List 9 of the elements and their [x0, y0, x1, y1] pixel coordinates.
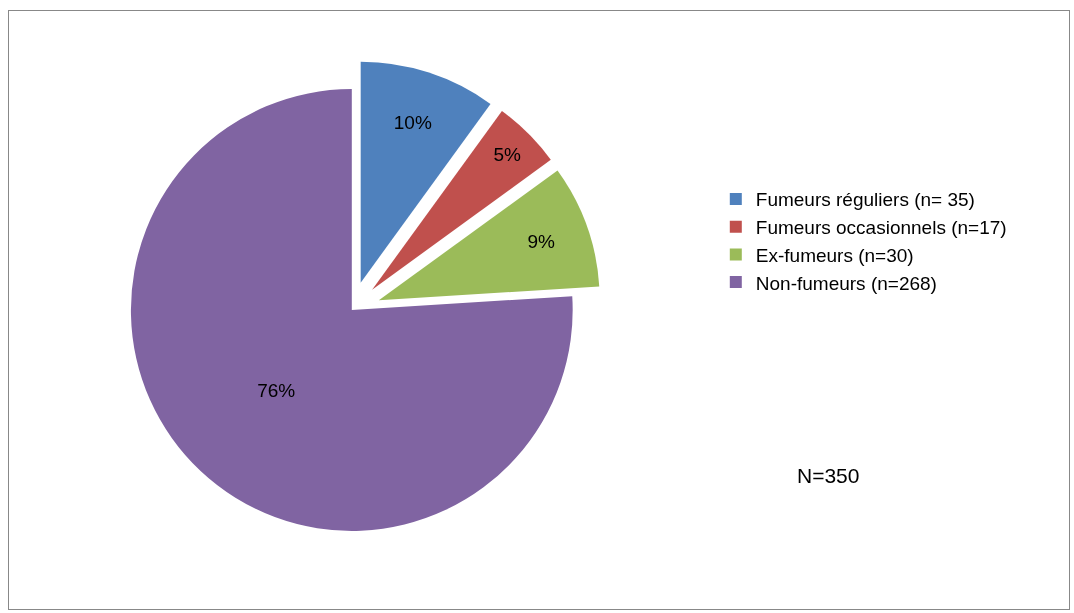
legend-label: Ex-fumeurs (n=30) [755, 244, 914, 266]
data-label: 76% [257, 380, 296, 402]
text: N=350 [797, 464, 860, 487]
data-label: 9% [527, 231, 556, 253]
data-label: 5% [493, 144, 521, 166]
legend-label: Fumeurs occasionnels (n=17) [755, 217, 1007, 239]
data-label: 10% [393, 111, 432, 133]
legend-label: Fumeurs réguliers (n= 35) [755, 189, 975, 211]
legend-label: Non-fumeurs (n=268) [755, 272, 937, 294]
